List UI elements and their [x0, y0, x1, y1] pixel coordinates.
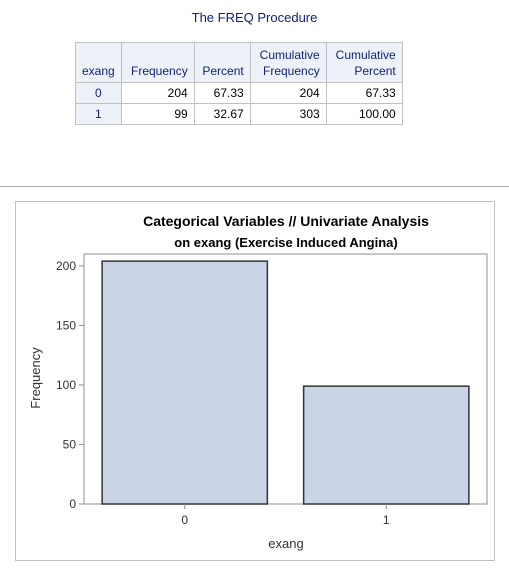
- row-exang-value: 1: [75, 103, 122, 125]
- header-percent: Percent: [193, 42, 251, 83]
- y-axis-label: Frequency: [28, 347, 43, 409]
- header-cumulative-percent: Cumulative Percent: [325, 42, 403, 83]
- frequency-table: exang Frequency Percent Cumulative Frequ…: [75, 42, 403, 125]
- bar-chart: Categorical Variables // Univariate Anal…: [28, 213, 488, 551]
- row-frequency: 99: [120, 103, 195, 125]
- bar-chart-panel: Categorical Variables // Univariate Anal…: [15, 201, 495, 561]
- bar-1: [302, 385, 470, 505]
- header-cumulative-frequency-line2: Frequency: [263, 64, 320, 78]
- row-cumulative-frequency: 204: [249, 82, 327, 104]
- chart-title: Categorical Variables // Univariate Anal…: [143, 213, 429, 229]
- x-tick-label: 0: [181, 513, 188, 527]
- y-tick-label: 150: [56, 318, 76, 332]
- table-row: 1 99 32.67 303 100.00: [75, 103, 403, 125]
- procedure-title: The FREQ Procedure: [191, 10, 318, 25]
- header-frequency: Frequency: [120, 42, 195, 83]
- row-exang-value: 0: [75, 82, 122, 104]
- row-percent: 32.67: [193, 103, 251, 125]
- frequency-table-header-row: exang Frequency Percent Cumulative Frequ…: [75, 42, 403, 83]
- section-divider: [0, 186, 509, 187]
- x-tick-label: 1: [383, 513, 390, 527]
- row-cumulative-frequency: 303: [249, 103, 327, 125]
- row-cumulative-percent: 67.33: [325, 82, 403, 104]
- header-exang: exang: [75, 42, 122, 83]
- row-percent: 67.33: [193, 82, 251, 104]
- x-axis-label: exang: [268, 536, 303, 551]
- y-tick-label: 50: [63, 437, 77, 451]
- header-cumulative-percent-line1: Cumulative: [335, 48, 396, 62]
- y-tick-label: 100: [56, 378, 76, 392]
- row-cumulative-percent: 100.00: [325, 103, 403, 125]
- table-row: 0 204 67.33 204 67.33: [75, 82, 403, 104]
- bars: [101, 260, 470, 505]
- chart-subtitle: on exang (Exercise Induced Angina): [174, 235, 397, 250]
- y-axis: 0 50 100 150 200: [56, 259, 84, 511]
- bar-0: [101, 260, 269, 505]
- header-cumulative-frequency: Cumulative Frequency: [249, 42, 327, 83]
- header-cumulative-frequency-line1: Cumulative: [259, 48, 320, 62]
- row-frequency: 204: [120, 82, 195, 104]
- y-tick-label: 0: [69, 497, 76, 511]
- y-tick-label: 200: [56, 259, 76, 273]
- header-cumulative-percent-line2: Percent: [354, 64, 396, 78]
